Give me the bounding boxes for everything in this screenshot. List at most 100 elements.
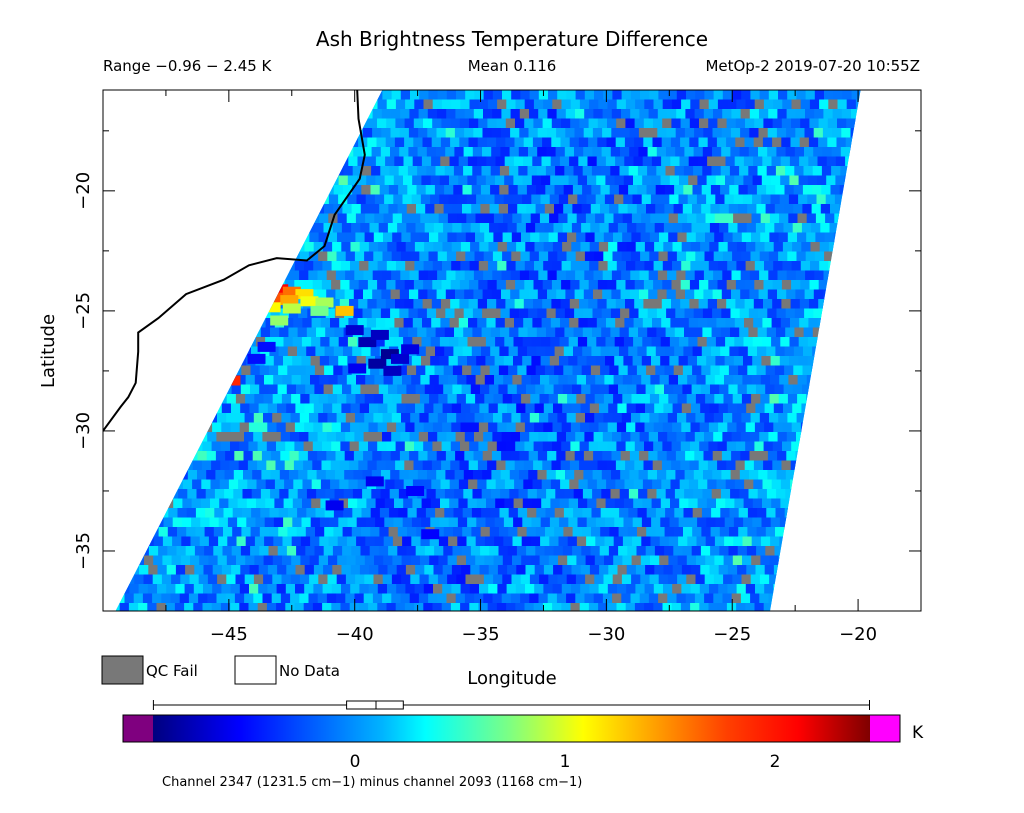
pixel-cell — [843, 213, 854, 224]
pixel-cell — [488, 403, 499, 414]
pixel-cell — [694, 451, 705, 462]
pixel-cell — [710, 365, 721, 376]
pixel-cell — [510, 432, 521, 443]
pixel-cell — [827, 280, 838, 291]
pixel-cell — [601, 489, 612, 500]
pixel-cell — [446, 109, 456, 120]
pixel-cell — [188, 451, 199, 462]
pixel-cell — [669, 194, 680, 205]
pixel-cell — [749, 270, 760, 281]
pixel-cell — [746, 565, 757, 576]
pixel-cell — [416, 508, 427, 519]
pixel-cell — [622, 555, 633, 566]
pixel-cell — [542, 280, 553, 291]
pixel-cell — [797, 375, 808, 386]
pixel-cell — [610, 327, 621, 338]
pixel-cell — [590, 204, 601, 215]
pixel-cell — [824, 251, 834, 262]
pixel-cell — [548, 555, 559, 566]
pixel-cell — [305, 223, 315, 234]
pixel-cell — [366, 498, 377, 509]
pixel-cell — [795, 470, 814, 481]
pixel-cell — [605, 498, 616, 509]
pixel-cell — [337, 394, 347, 405]
x-axis-label: Longitude — [467, 668, 557, 689]
pixel-cell — [236, 555, 246, 566]
pixel-cell — [525, 565, 536, 576]
pixel-cell — [477, 137, 488, 148]
pixel-cell — [761, 175, 772, 186]
pixel-cell — [582, 346, 592, 357]
pixel-cell — [821, 185, 832, 196]
pixel-cell — [315, 527, 325, 538]
pixel-cell — [217, 394, 228, 405]
pixel-cell — [593, 270, 604, 281]
pixel-cell — [854, 137, 861, 148]
pixel-cell — [411, 517, 422, 528]
pixel-cell — [303, 460, 313, 471]
pixel-cell — [312, 603, 323, 611]
pixel-cell — [603, 413, 614, 424]
pixel-cell — [700, 242, 710, 253]
pixel-cell — [648, 451, 659, 462]
pixel-cell — [306, 489, 317, 500]
pixel-cell — [176, 546, 187, 557]
pixel-cell — [241, 527, 252, 538]
pixel-cell — [282, 536, 293, 547]
pixel-cell — [835, 175, 846, 186]
pixel-cell — [574, 289, 585, 300]
pixel-cell — [630, 593, 641, 604]
pixel-cell — [272, 555, 283, 566]
pixel-cell — [645, 384, 656, 395]
pixel-cell — [625, 280, 636, 291]
pixel-cell — [153, 555, 163, 566]
pixel-cell — [261, 470, 272, 481]
pixel-cell — [459, 299, 470, 310]
anomaly-cell — [370, 329, 389, 340]
pixel-cell — [536, 489, 547, 500]
pixel-cell — [712, 128, 723, 139]
pixel-cell — [620, 470, 630, 481]
pixel-cell — [526, 204, 537, 215]
pixel-cell — [581, 527, 592, 538]
pixel-cell — [444, 489, 455, 500]
pixel-cell — [799, 299, 810, 310]
pixel-cell — [855, 99, 861, 110]
pixel-cell — [635, 422, 646, 433]
pixel-cell — [761, 356, 772, 367]
pixel-cell — [705, 375, 716, 386]
pixel-cell — [675, 308, 686, 319]
pixel-cell — [331, 441, 341, 452]
pixel-cell — [514, 137, 525, 148]
pixel-cell — [507, 565, 517, 576]
pixel-cell — [782, 441, 792, 452]
pixel-cell — [786, 270, 797, 281]
pixel-cell — [561, 441, 571, 452]
pixel-cell — [316, 327, 326, 338]
pixel-cell — [252, 470, 262, 481]
pixel-cell — [452, 384, 463, 395]
pixel-cell — [275, 460, 286, 471]
pixel-cell — [633, 175, 643, 186]
pixel-cell — [488, 261, 498, 272]
pixel-cell — [520, 574, 531, 585]
pixel-cell — [233, 470, 244, 481]
pixel-cell — [617, 223, 628, 234]
pixel-cell — [446, 432, 457, 443]
pixel-cell — [433, 565, 444, 576]
anomaly-cell — [365, 476, 384, 487]
pixel-cell — [565, 109, 576, 120]
pixel-cell — [501, 593, 512, 604]
pixel-cell — [625, 460, 635, 471]
pixel-cell — [543, 565, 554, 576]
pixel-cell — [791, 422, 802, 433]
pixel-cell — [821, 346, 832, 357]
pixel-cell — [674, 327, 685, 338]
pixel-cell — [757, 327, 768, 338]
pixel-cell — [218, 536, 228, 547]
pixel-cell — [752, 337, 763, 348]
pixel-cell — [616, 603, 627, 611]
pixel-cell — [610, 166, 621, 177]
pixel-cell — [697, 175, 708, 186]
pixel-cell — [554, 346, 565, 357]
